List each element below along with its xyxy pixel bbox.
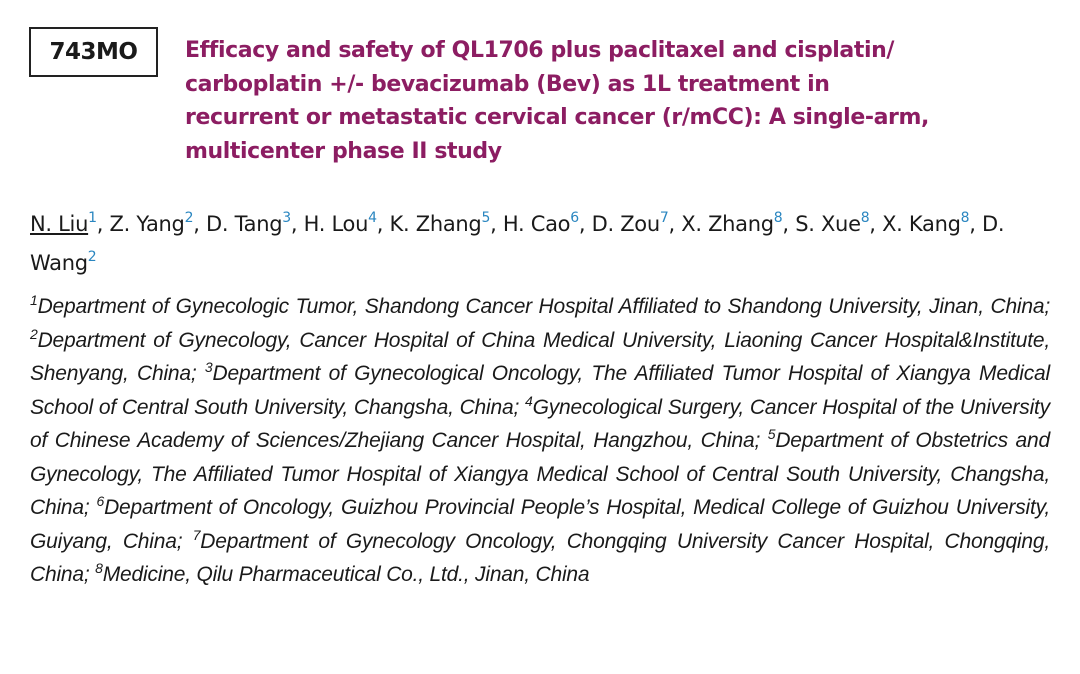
title-line: carboplatin +/- bevacizumab (Bev) as 1L … [185, 71, 830, 97]
affiliation-number: 4 [524, 392, 533, 409]
affiliation-number: 3 [204, 359, 213, 375]
separator: , [490, 212, 497, 236]
affiliation-text: Department of Obstetrics and Gynecology,… [30, 429, 1050, 519]
author-name: D. Zou [591, 212, 661, 236]
affiliation: 8Medicine, Qilu Pharmaceutical Co., Ltd.… [95, 560, 590, 586]
separator: , [376, 212, 384, 236]
separator: , [969, 212, 976, 236]
affiliation-number: 1 [30, 292, 38, 308]
author-affiliation-number: 1 [88, 210, 97, 226]
author-name: K. Zhang [389, 212, 482, 236]
abstract-id: 743MO [29, 27, 158, 77]
affiliation: 1Department of Gynecologic Tumor, Shando… [30, 292, 1051, 318]
author-affiliation-number: 8 [860, 210, 870, 226]
author-name: D. Wang [30, 212, 1005, 275]
author: Z. Yang2, [109, 210, 206, 236]
author-affiliation-number: 7 [659, 210, 669, 226]
title-line: multicenter phase II study [185, 138, 502, 164]
affiliation-number: 7 [192, 526, 201, 543]
affiliation: 5Department of Obstetrics and Gynecology… [30, 426, 1050, 519]
author-affiliation-number: 4 [368, 210, 377, 226]
affiliation-text: Department of Oncology, Guizhou Provinci… [30, 496, 1050, 553]
affiliation: 2Department of Gynecology, Cancer Hospit… [30, 325, 1050, 386]
author: D. Zou7, [591, 210, 682, 236]
separator: , [578, 212, 586, 236]
author-name: D. Tang [205, 212, 283, 236]
author-affiliation-number: 2 [87, 249, 97, 265]
author-name: H. Lou [303, 212, 369, 236]
author: S. Xue8, [795, 210, 882, 236]
author: X. Zhang8, [681, 210, 795, 236]
separator: , [290, 212, 298, 236]
affiliation-text: Department of Gynecology Oncology, Chong… [30, 529, 1050, 587]
separator: , [869, 212, 876, 236]
affiliation: 6Department of Oncology, Guizhou Provinc… [30, 493, 1050, 553]
author: N. Liu1, [30, 210, 110, 236]
author-affiliation-number: 8 [773, 210, 783, 226]
author: H. Lou4, [303, 210, 390, 236]
author-name: Z. Yang [109, 212, 185, 236]
author-name: H. Cao [502, 212, 571, 236]
author-list: N. Liu1, Z. Yang2, D. Tang3, H. Lou4, K.… [30, 202, 1060, 280]
author: D. Tang3, [205, 210, 304, 236]
title: Efficacy and safety of QL1706 plus pacli… [185, 34, 1065, 168]
affiliation: 7Department of Gynecology Oncology, Chon… [30, 526, 1050, 587]
affiliation-number: 8 [95, 560, 103, 576]
author-affiliation-number: 8 [960, 210, 970, 226]
separator: , [96, 212, 104, 236]
title-line: Efficacy and safety of QL1706 plus pacli… [185, 38, 895, 63]
affiliation-number: 2 [30, 325, 38, 342]
author-name: X. Kang [882, 212, 961, 236]
author: H. Cao6, [502, 210, 592, 236]
author-affiliation-number: 3 [282, 210, 291, 226]
affiliation: 4Gynecological Surgery, Cancer Hospital … [30, 392, 1050, 453]
affiliation-text: Department of Gynecologic Tumor, Shandon… [37, 295, 1051, 318]
author-name: X. Zhang [681, 212, 774, 236]
affiliation-list: 1Department of Gynecologic Tumor, Shando… [30, 290, 1050, 592]
separator: , [668, 212, 675, 236]
affiliation-text: Medicine, Qilu Pharmaceutical Co., Ltd.,… [102, 563, 590, 586]
author-affiliation-number: 5 [481, 210, 491, 226]
author: D. Wang2 [30, 212, 1005, 275]
affiliation: 3Department of Gynecological Oncology, T… [30, 359, 1050, 419]
affiliation-text: Department of Gynecology, Cancer Hospita… [30, 328, 1050, 386]
author: K. Zhang5, [389, 210, 503, 236]
affiliation-number: 5 [767, 426, 776, 442]
affiliation-text: Department of Gynecological Oncology, Th… [30, 362, 1050, 419]
separator: , [782, 212, 789, 236]
affiliation-text: Gynecological Surgery, Cancer Hospital o… [30, 395, 1050, 453]
author-name: S. Xue [795, 212, 861, 236]
author-affiliation-number: 6 [570, 210, 579, 226]
author-name: N. Liu [30, 212, 89, 236]
title-line: recurrent or metastatic cervical cancer … [185, 105, 929, 130]
affiliation-number: 6 [96, 493, 105, 509]
separator: , [193, 212, 200, 236]
author: X. Kang8, [882, 210, 982, 236]
author-affiliation-number: 2 [184, 210, 194, 226]
